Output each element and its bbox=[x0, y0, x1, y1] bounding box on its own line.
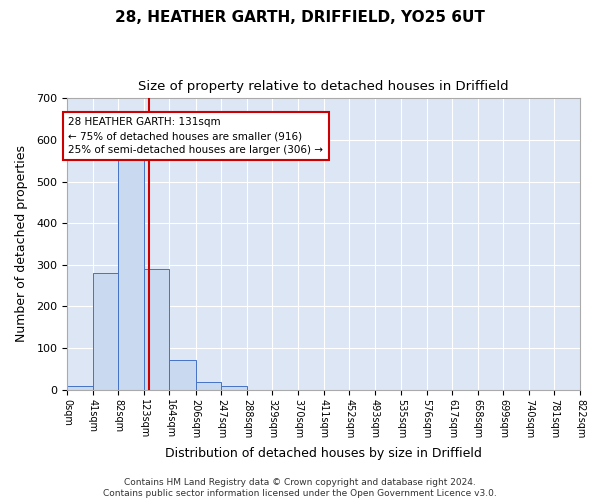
Y-axis label: Number of detached properties: Number of detached properties bbox=[15, 146, 28, 342]
X-axis label: Distribution of detached houses by size in Driffield: Distribution of detached houses by size … bbox=[165, 447, 482, 460]
Title: Size of property relative to detached houses in Driffield: Size of property relative to detached ho… bbox=[138, 80, 509, 93]
Bar bbox=[93, 273, 118, 390]
Bar bbox=[169, 360, 196, 390]
Bar bbox=[67, 386, 93, 390]
Bar bbox=[221, 386, 247, 390]
Text: Contains HM Land Registry data © Crown copyright and database right 2024.
Contai: Contains HM Land Registry data © Crown c… bbox=[103, 478, 497, 498]
Text: 28, HEATHER GARTH, DRIFFIELD, YO25 6UT: 28, HEATHER GARTH, DRIFFIELD, YO25 6UT bbox=[115, 10, 485, 25]
Text: 28 HEATHER GARTH: 131sqm
← 75% of detached houses are smaller (916)
25% of semi-: 28 HEATHER GARTH: 131sqm ← 75% of detach… bbox=[68, 117, 323, 155]
Bar bbox=[118, 152, 144, 390]
Bar bbox=[144, 269, 169, 390]
Bar bbox=[196, 382, 221, 390]
